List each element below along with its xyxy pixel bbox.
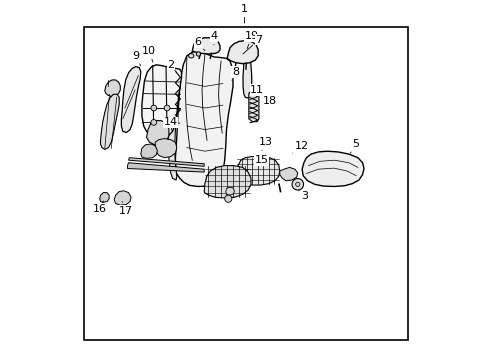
Polygon shape xyxy=(204,166,250,198)
Ellipse shape xyxy=(188,54,194,58)
Circle shape xyxy=(224,195,231,202)
Polygon shape xyxy=(168,70,181,180)
Polygon shape xyxy=(142,65,181,138)
Polygon shape xyxy=(243,56,251,98)
Text: 11: 11 xyxy=(249,85,264,98)
Text: 6: 6 xyxy=(194,37,204,51)
Circle shape xyxy=(151,105,156,111)
Text: 14: 14 xyxy=(163,117,178,130)
Text: 1: 1 xyxy=(241,4,247,23)
Text: 10: 10 xyxy=(142,46,156,62)
Polygon shape xyxy=(225,187,234,195)
Polygon shape xyxy=(248,91,258,122)
Polygon shape xyxy=(121,67,141,132)
Polygon shape xyxy=(101,94,119,149)
Polygon shape xyxy=(279,167,297,181)
Text: 7: 7 xyxy=(243,35,262,54)
Text: 4: 4 xyxy=(210,31,217,45)
Polygon shape xyxy=(104,80,120,96)
Text: 19: 19 xyxy=(244,31,258,49)
Polygon shape xyxy=(236,157,279,185)
Circle shape xyxy=(151,120,156,125)
Text: 5: 5 xyxy=(350,139,359,153)
Polygon shape xyxy=(114,191,131,205)
Circle shape xyxy=(196,52,200,56)
Text: 8: 8 xyxy=(231,67,239,80)
Text: 15: 15 xyxy=(254,155,268,165)
Polygon shape xyxy=(192,38,220,54)
Text: 3: 3 xyxy=(298,190,308,201)
Polygon shape xyxy=(141,144,157,158)
Polygon shape xyxy=(175,51,232,186)
Polygon shape xyxy=(127,163,204,172)
Circle shape xyxy=(164,105,170,111)
Circle shape xyxy=(164,120,170,125)
Text: 12: 12 xyxy=(292,141,308,153)
Text: 17: 17 xyxy=(119,202,132,216)
Bar xyxy=(84,27,407,340)
Polygon shape xyxy=(227,41,258,64)
Circle shape xyxy=(291,179,303,190)
Text: 13: 13 xyxy=(259,137,272,150)
Text: 18: 18 xyxy=(261,92,276,106)
Circle shape xyxy=(295,182,299,186)
Text: 9: 9 xyxy=(132,51,141,66)
Polygon shape xyxy=(128,158,204,166)
Text: 2: 2 xyxy=(167,60,176,72)
Polygon shape xyxy=(100,193,109,202)
Text: 16: 16 xyxy=(93,201,106,214)
Polygon shape xyxy=(146,121,168,145)
Polygon shape xyxy=(302,151,363,186)
Polygon shape xyxy=(155,139,177,158)
